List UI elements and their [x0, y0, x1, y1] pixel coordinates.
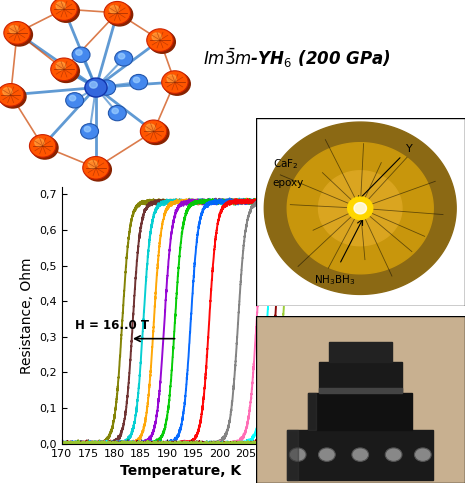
Polygon shape: [287, 429, 298, 480]
Bar: [287, 429, 433, 480]
Text: $Im\bar{3}m$-YH$_6$ (200 GPa): $Im\bar{3}m$-YH$_6$ (200 GPa): [203, 47, 391, 70]
Circle shape: [140, 120, 167, 142]
Circle shape: [85, 78, 107, 97]
Polygon shape: [264, 122, 456, 294]
Circle shape: [51, 0, 77, 20]
Text: NH$_3$BH$_3$: NH$_3$BH$_3$: [314, 273, 356, 287]
Circle shape: [106, 3, 133, 26]
Circle shape: [164, 72, 190, 95]
Circle shape: [72, 47, 90, 63]
Circle shape: [118, 53, 125, 59]
Text: Y: Y: [406, 144, 413, 154]
Circle shape: [0, 83, 24, 106]
Polygon shape: [348, 197, 373, 219]
Circle shape: [104, 1, 130, 24]
Circle shape: [76, 50, 82, 55]
Circle shape: [147, 29, 173, 51]
Text: CaF$_2$: CaF$_2$: [273, 157, 298, 171]
Circle shape: [81, 124, 99, 139]
Circle shape: [88, 161, 98, 169]
Circle shape: [130, 74, 147, 90]
Circle shape: [9, 26, 18, 34]
Circle shape: [53, 60, 79, 82]
Circle shape: [352, 448, 369, 461]
Circle shape: [152, 33, 162, 41]
Circle shape: [3, 88, 12, 96]
Circle shape: [115, 51, 133, 66]
Circle shape: [6, 23, 32, 46]
Circle shape: [85, 158, 111, 181]
Circle shape: [84, 126, 91, 132]
Polygon shape: [319, 171, 402, 246]
Circle shape: [90, 81, 97, 88]
Polygon shape: [256, 118, 465, 306]
Bar: [308, 392, 412, 429]
Polygon shape: [256, 316, 465, 483]
Circle shape: [414, 448, 431, 461]
Circle shape: [4, 22, 30, 44]
Polygon shape: [287, 142, 433, 274]
Polygon shape: [308, 392, 317, 429]
Circle shape: [69, 96, 76, 101]
Circle shape: [51, 58, 77, 81]
Circle shape: [385, 448, 402, 461]
Polygon shape: [354, 203, 366, 214]
Circle shape: [319, 448, 335, 461]
Circle shape: [162, 71, 188, 93]
Circle shape: [56, 62, 65, 70]
Circle shape: [83, 156, 109, 179]
Circle shape: [0, 85, 26, 108]
Circle shape: [112, 108, 118, 114]
Circle shape: [35, 139, 44, 146]
Bar: [329, 342, 392, 362]
Circle shape: [53, 0, 79, 22]
Text: H = 16..0 T: H = 16..0 T: [75, 318, 149, 331]
X-axis label: Temperature, K: Temperature, K: [119, 464, 241, 478]
Text: epoxy: epoxy: [273, 178, 304, 188]
Circle shape: [146, 124, 155, 132]
Bar: [319, 387, 402, 392]
Circle shape: [167, 75, 176, 83]
Circle shape: [101, 83, 108, 88]
Bar: [319, 362, 402, 392]
Circle shape: [56, 2, 65, 10]
Circle shape: [98, 80, 116, 95]
Circle shape: [133, 77, 140, 83]
Circle shape: [66, 93, 83, 108]
Circle shape: [289, 448, 306, 461]
Circle shape: [29, 135, 56, 157]
Y-axis label: Resistance, Ohm: Resistance, Ohm: [19, 257, 34, 374]
Circle shape: [143, 122, 169, 144]
Circle shape: [109, 106, 126, 121]
Circle shape: [109, 5, 119, 13]
Circle shape: [149, 31, 175, 53]
Circle shape: [32, 137, 58, 159]
